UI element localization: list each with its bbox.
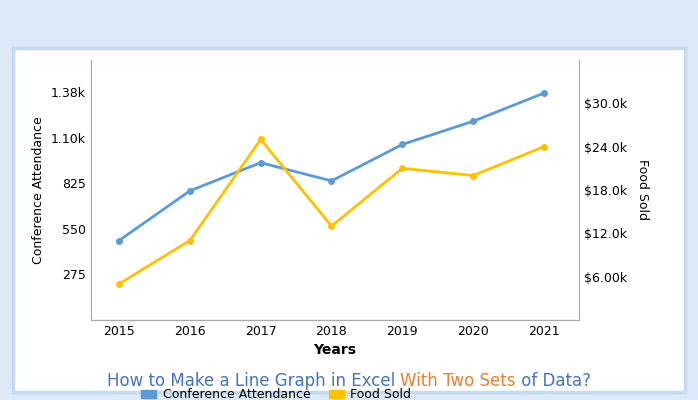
Legend: Conference Attendance, Food Sold: Conference Attendance, Food Sold xyxy=(136,384,417,400)
Text: of Data?: of Data? xyxy=(516,372,591,390)
Text: With Two Sets: With Two Sets xyxy=(401,372,516,390)
Y-axis label: Food Sold: Food Sold xyxy=(636,160,648,220)
Text: How to Make a Line Graph in Excel: How to Make a Line Graph in Excel xyxy=(107,372,401,390)
Y-axis label: Conference Attendance: Conference Attendance xyxy=(32,116,45,264)
X-axis label: Years: Years xyxy=(313,344,357,358)
